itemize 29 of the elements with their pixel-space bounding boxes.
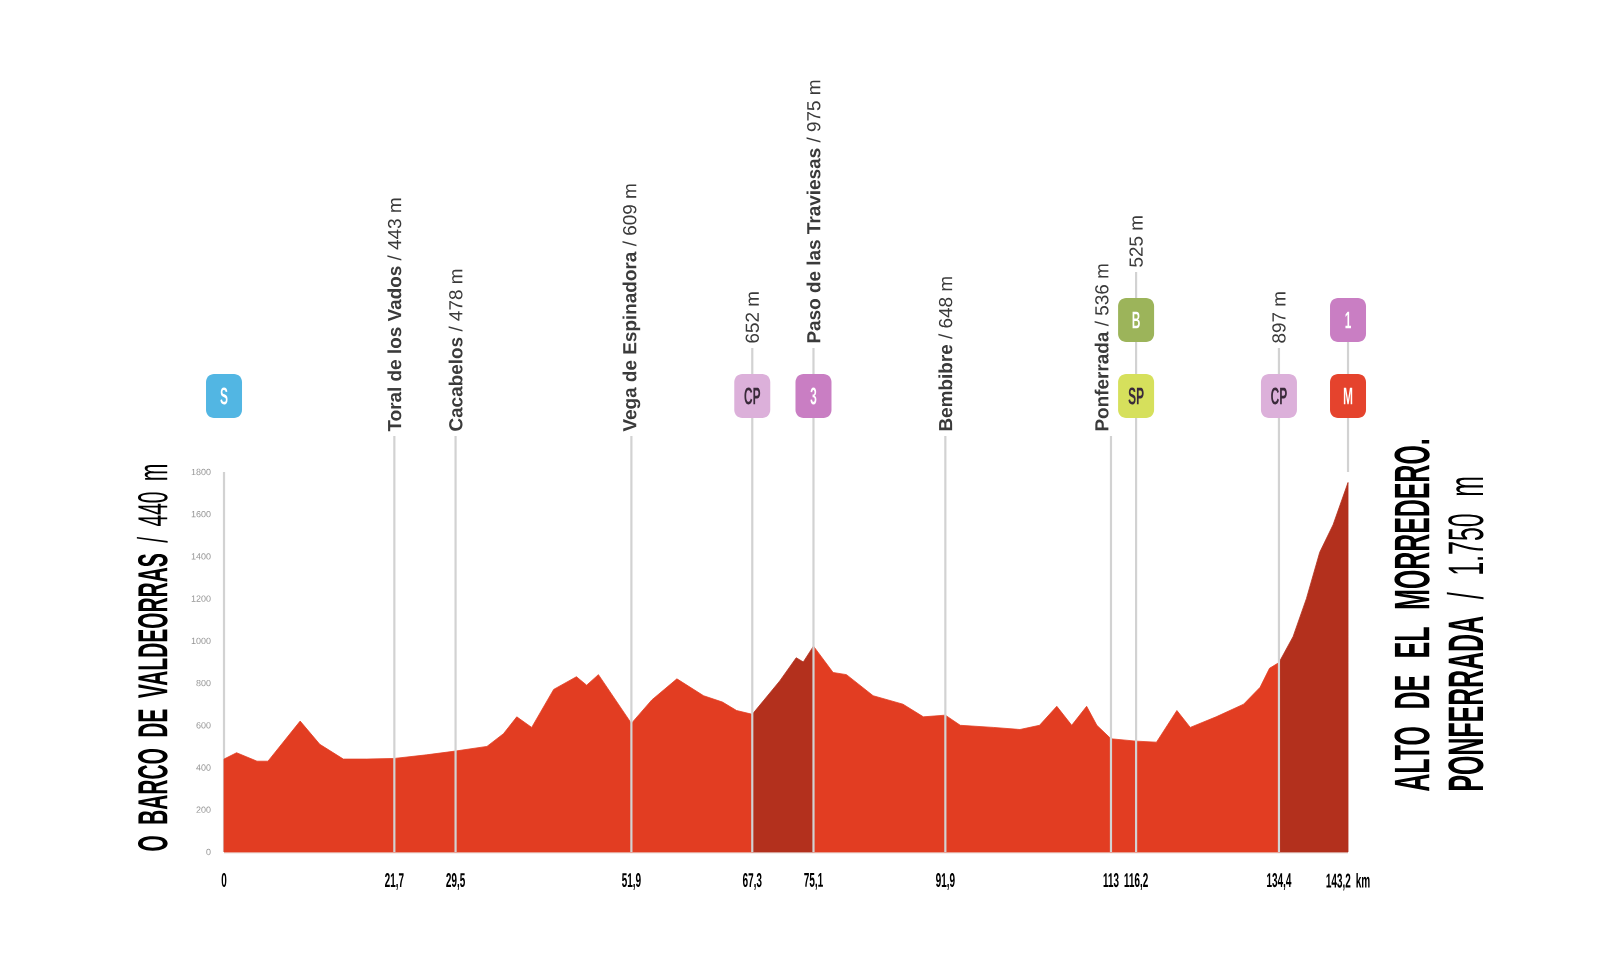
x-tick-label: 0 [221, 873, 227, 888]
ref-line-label: Ponferrada / 536 m [1094, 264, 1109, 431]
x-tick-label: 143,2 km [1326, 873, 1370, 891]
text: 3 [810, 387, 817, 405]
x-tick-label: 116,2 [1124, 873, 1148, 891]
x-tick-label: 134,4 [1267, 873, 1292, 891]
ref-line-label: 897 m [1272, 292, 1286, 343]
text: O BARCO DE VALDEORRAS / 440 m [136, 465, 168, 851]
text: CP [744, 387, 761, 405]
ref-line-label: Paso de las Traviesas / 975 m [806, 80, 821, 343]
ref-line-label: 652 m [745, 292, 759, 343]
ref-line-label: Toral de los Vados / 443 m [387, 198, 402, 432]
ref-line-label: Vega de Espinadora / 609 m [622, 184, 641, 432]
ref-line-label: 525 m [1129, 216, 1143, 267]
x-tick-label: 91,9 [936, 873, 955, 891]
ref-line-label: Cacabelos / 478 m [448, 269, 463, 431]
x-tick-label: 51,9 [622, 873, 641, 891]
text: B [1132, 311, 1140, 329]
text: S [220, 387, 228, 405]
text: CP [1271, 387, 1287, 405]
ref-line-label: Bembibre / 648 m [938, 277, 953, 431]
x-tick-label: 75,1 [804, 873, 823, 890]
x-tick-label: 21,7 [384, 873, 404, 891]
x-tick-label: 67,3 [742, 873, 762, 891]
text: 1 [1345, 311, 1352, 329]
text: M [1343, 387, 1353, 405]
x-tick-label: 113 [1103, 873, 1119, 888]
x-tick-label: 29,5 [446, 873, 465, 891]
text: SP [1128, 387, 1144, 405]
